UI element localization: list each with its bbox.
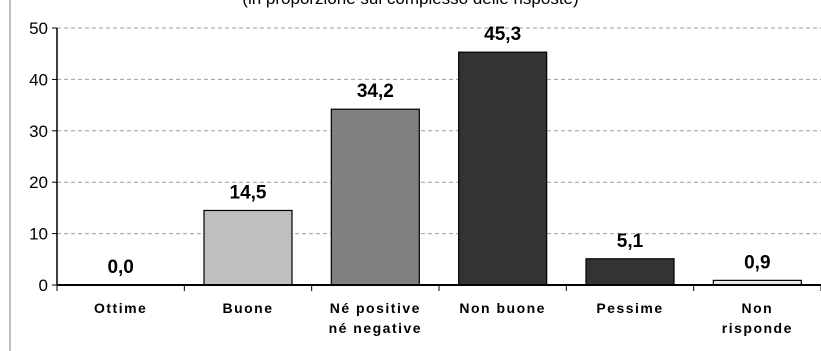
x-tick-label: né negative [329, 320, 423, 336]
x-tick-label: Né positive [330, 300, 421, 316]
data-label: 5,1 [617, 231, 644, 252]
data-label: 0,9 [744, 252, 770, 273]
bar [330, 108, 420, 286]
x-tick-label: risponde [722, 320, 793, 336]
data-label: 0,0 [107, 257, 133, 278]
x-tick-label: Pessime [596, 300, 663, 316]
y-tick-label: 20 [29, 173, 48, 192]
x-tick-label: Non [741, 300, 773, 316]
bar [458, 51, 548, 286]
data-label: 45,3 [484, 24, 521, 45]
chart-title: (in proporzione sul complesso delle risp… [0, 0, 821, 9]
y-tick-label: 30 [29, 122, 48, 141]
bar [585, 258, 675, 286]
y-tick-label: 40 [29, 70, 48, 89]
y-tick-label: 50 [29, 19, 48, 38]
x-tick-label: Buone [222, 300, 273, 316]
bar [203, 209, 293, 286]
data-label: 34,2 [357, 81, 394, 102]
y-tick-label: 10 [29, 225, 48, 244]
x-tick-label: Non buone [459, 300, 546, 316]
data-label: 14,5 [230, 182, 267, 203]
x-tick-label: Ottime [94, 300, 147, 316]
y-tick-label: 0 [39, 276, 48, 295]
